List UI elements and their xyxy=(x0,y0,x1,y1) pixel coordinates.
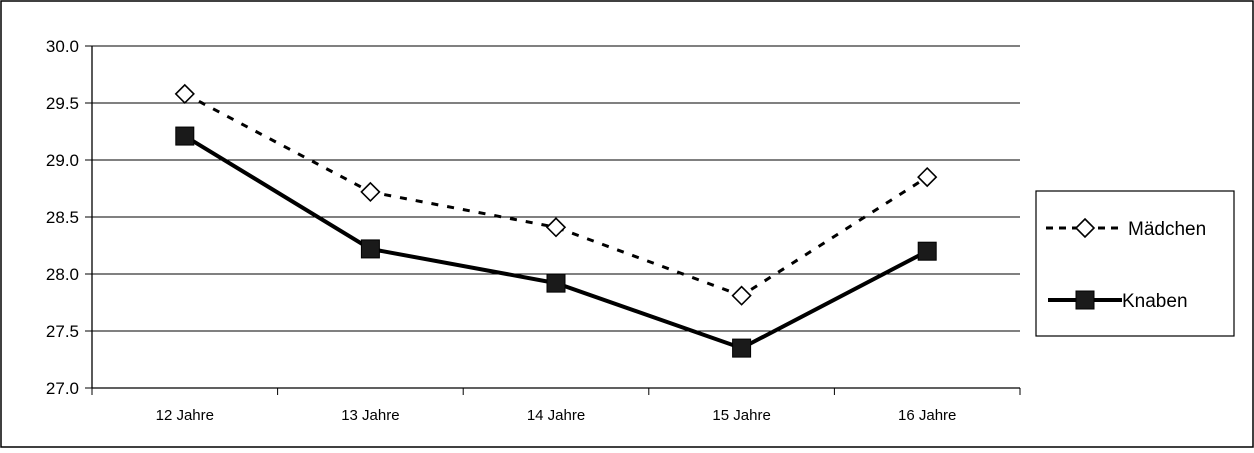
y-axis-ticks: 30.0 29.5 29.0 28.5 28.0 27.5 27.0 xyxy=(46,37,92,398)
x-tick-label: 12 Jahre xyxy=(156,407,214,424)
data-point-knaben xyxy=(732,338,752,358)
y-tick-label: 28.0 xyxy=(46,265,79,284)
y-tick-label: 27.5 xyxy=(46,322,79,341)
legend-marker-maedchen xyxy=(1074,217,1096,239)
data-point-maedchen xyxy=(917,166,938,188)
legend-item-maedchen: Mädchen xyxy=(1046,217,1206,240)
data-point-knaben xyxy=(360,239,380,259)
y-tick-label: 29.5 xyxy=(46,94,79,113)
legend-label-maedchen: Mädchen xyxy=(1128,219,1206,240)
data-point-knaben xyxy=(546,273,566,293)
series-layer xyxy=(174,83,938,358)
x-tick-label: 14 Jahre xyxy=(527,407,585,424)
data-point-knaben xyxy=(917,241,937,261)
data-point-maedchen xyxy=(360,181,381,203)
x-tick-label: 15 Jahre xyxy=(712,407,770,424)
legend-marker-knaben xyxy=(1075,290,1095,310)
x-tick-label: 13 Jahre xyxy=(341,407,399,424)
y-tick-label: 30.0 xyxy=(46,37,79,56)
data-point-maedchen xyxy=(545,217,567,238)
legend: Mädchen Knaben xyxy=(1035,190,1235,337)
legend-label-knaben: Knaben xyxy=(1122,291,1188,312)
data-point-maedchen xyxy=(731,285,752,306)
y-tick-label: 29.0 xyxy=(46,151,79,170)
data-point-maedchen xyxy=(174,83,195,105)
y-tick-label: 27.0 xyxy=(46,379,79,398)
y-tick-label: 28.5 xyxy=(46,208,79,227)
x-axis-ticks: 12 Jahre 13 Jahre 14 Jahre 15 Jahre 16 Jahre xyxy=(91,388,1021,424)
legend-item-knaben: Knaben xyxy=(1048,290,1188,312)
x-tick-label: 16 Jahre xyxy=(898,407,956,424)
data-point-knaben xyxy=(175,126,195,146)
legend-box xyxy=(1035,190,1235,337)
